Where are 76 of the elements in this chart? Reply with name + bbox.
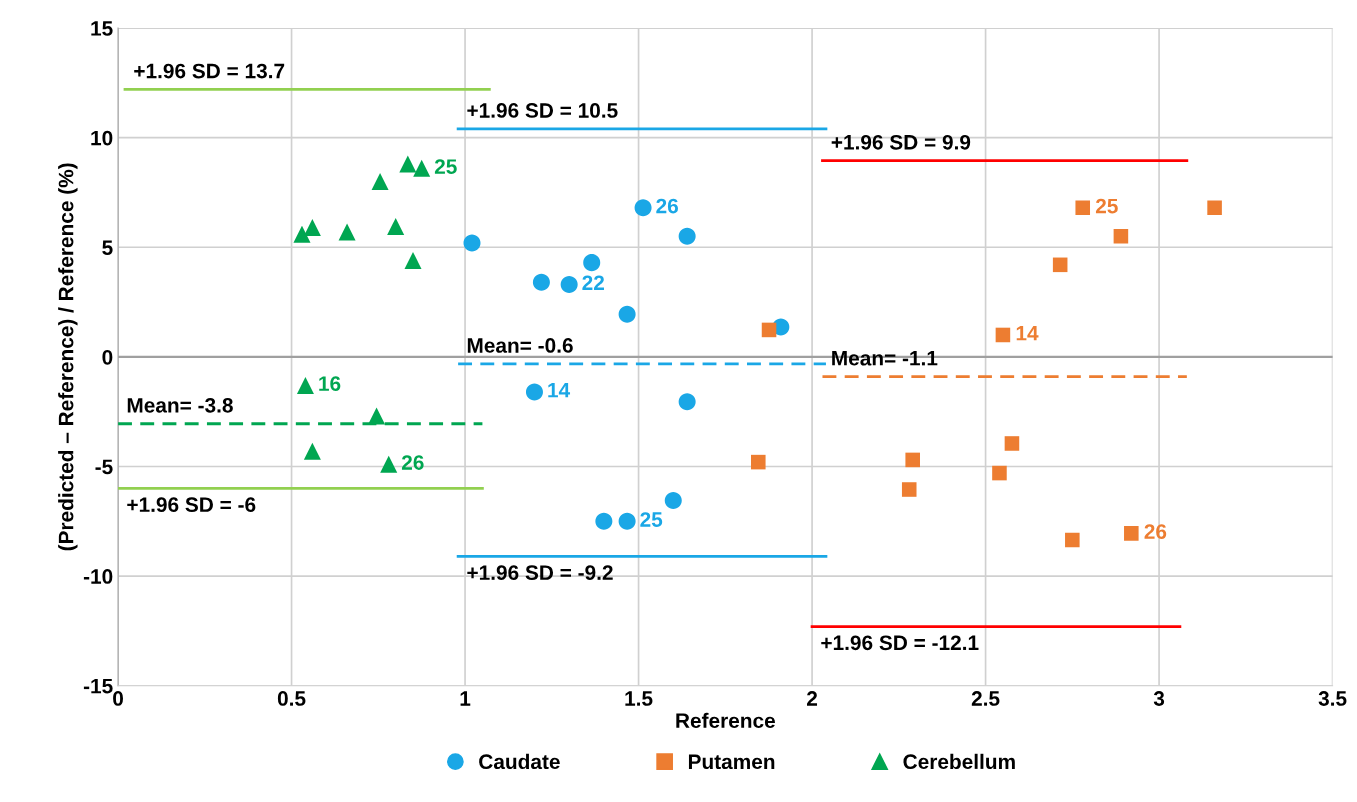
point (678, 227, 696, 245)
point (296, 376, 314, 394)
point (583, 254, 601, 272)
series-label: +1.96 SD = 10.5 (467, 103, 618, 118)
annotation: 25 (640, 512, 663, 527)
x-tick-label: 2.5 (971, 691, 1000, 706)
point (595, 512, 613, 530)
point (1004, 436, 1020, 451)
point (664, 491, 682, 509)
point (413, 159, 431, 177)
annotation: 14 (1016, 326, 1039, 341)
series-label: Mean= -3.8 (127, 397, 233, 413)
point (634, 199, 652, 217)
x-tick-label: 0.5 (277, 691, 306, 706)
point (1065, 532, 1080, 548)
point (761, 322, 777, 338)
annotation: 16 (319, 376, 341, 391)
annotation: 25 (434, 159, 457, 174)
point (1124, 526, 1139, 541)
point (618, 305, 636, 323)
annotation: 26 (1144, 524, 1167, 539)
y-axis-title: (Predicted – Reference) / Reference (%) (58, 163, 78, 551)
point (995, 327, 1011, 343)
y-tick-label: 15 (91, 21, 113, 36)
annotation: 26 (656, 198, 678, 214)
x-axis-title: Reference (676, 712, 775, 729)
annotation: 22 (582, 275, 604, 290)
point (751, 454, 766, 470)
y-tick-label: -5 (95, 459, 113, 475)
x-tick-label: 1.5 (625, 691, 653, 706)
x-tick-label: 3.5 (1318, 691, 1347, 706)
x-tick-label: 2 (807, 691, 818, 706)
annotation: 26 (401, 455, 424, 470)
point (404, 251, 422, 269)
annotation: 14 (548, 383, 571, 398)
point (678, 393, 696, 411)
y-tick-label: 10 (91, 130, 113, 146)
x-tick-label: 3 (1153, 691, 1165, 706)
y-tick-label: -10 (83, 569, 113, 584)
y-tick-label: -15 (83, 678, 113, 694)
point (387, 217, 405, 235)
point (338, 223, 356, 241)
point (905, 452, 920, 468)
legend-label: Cerebellum (903, 753, 1015, 770)
x-tick-label: 1 (460, 691, 471, 706)
point (1207, 200, 1222, 216)
point (380, 455, 398, 473)
series-label: +1.96 SD = -6 (127, 497, 256, 513)
series-label: +1.96 SD = 9.9 (831, 134, 971, 150)
annotation: 25 (1095, 198, 1118, 214)
point (303, 442, 321, 460)
point (293, 225, 311, 243)
series-label: Mean= -0.6 (467, 338, 573, 353)
point (399, 155, 417, 173)
point (303, 219, 321, 237)
point (992, 465, 1007, 481)
series-label: Mean= -1.1 (832, 351, 938, 366)
point (368, 407, 386, 425)
legend-label: Putamen (688, 754, 775, 770)
point (525, 383, 543, 401)
series-label: +1.96 SD = -12.1 (821, 635, 979, 651)
point (532, 273, 550, 291)
point (901, 482, 917, 497)
y-tick-label: 5 (102, 240, 113, 256)
x-tick-label: 0 (113, 691, 123, 706)
series-label: +1.96 SD = 13.7 (134, 63, 285, 79)
point (1052, 257, 1068, 273)
point (1075, 200, 1091, 216)
series-label: +1.96 SD = -9.2 (467, 565, 613, 581)
point (618, 512, 636, 530)
point (463, 234, 481, 252)
point (1113, 229, 1129, 244)
point (371, 173, 389, 191)
point (560, 276, 578, 294)
y-tick-label: 0 (102, 349, 113, 365)
legend-label: Caudate (479, 753, 560, 770)
